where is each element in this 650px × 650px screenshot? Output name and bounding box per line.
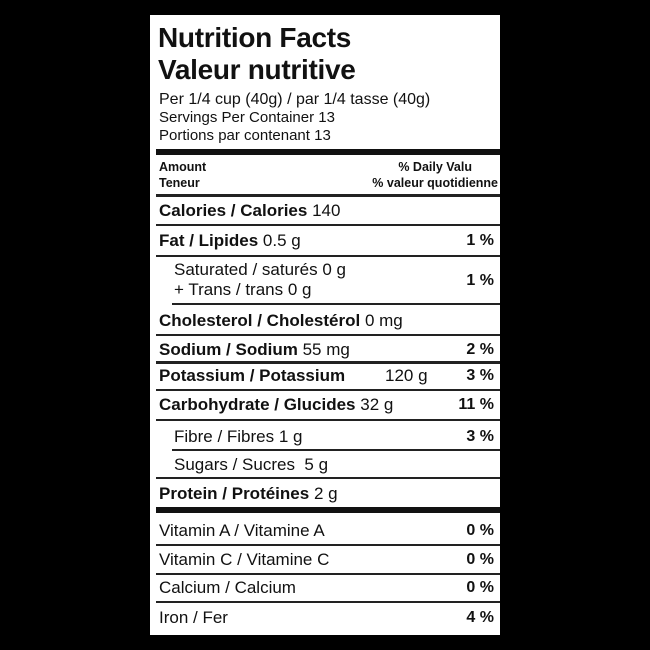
divider	[156, 507, 500, 513]
row-trans: + Trans / trans 0 g	[174, 280, 312, 299]
row-iron: Iron / Fer 4 %	[159, 608, 494, 627]
row-saturated: Saturated / saturés 0 g	[174, 260, 346, 279]
row-sodium: Sodium / Sodium 55 mg 2 %	[159, 340, 494, 359]
divider	[156, 149, 500, 155]
title-fr: Valeur nutritive	[158, 54, 356, 85]
row-cholesterol: Cholesterol / Cholestérol 0 mg	[159, 311, 403, 330]
divider	[156, 194, 500, 197]
header-teneur: Teneur	[159, 176, 200, 190]
header-dv-en: % Daily Valu	[398, 160, 472, 174]
row-fibre: Fibre / Fibres 1 g	[174, 427, 303, 446]
divider	[156, 544, 500, 546]
servings-fr: Portions par contenant 13	[159, 127, 331, 144]
row-saturated-pct: 1 %	[466, 272, 494, 289]
divider	[156, 389, 500, 391]
serving-size: Per 1/4 cup (40g) / par 1/4 tasse (40g)	[159, 91, 431, 108]
divider	[156, 224, 500, 226]
row-sugars: Sugars / Sucres 5 g	[174, 455, 329, 474]
divider	[172, 303, 500, 305]
divider	[156, 601, 500, 603]
divider	[156, 573, 500, 575]
divider	[156, 255, 500, 257]
nutrition-facts-label: Nutrition Facts Valeur nutritive Per 1/4…	[150, 15, 500, 635]
row-protein: Protein / Protéines 2 g	[159, 484, 338, 503]
row-calories: Calories / Calories 140	[159, 201, 341, 220]
divider	[156, 419, 500, 421]
row-calcium: Calcium / Calcium 0 %	[159, 578, 494, 597]
divider	[156, 334, 500, 336]
servings-en: Servings Per Container 13	[159, 109, 335, 126]
row-fibre-pct: 3 %	[466, 428, 494, 445]
header-amount: Amount	[159, 160, 207, 174]
divider	[156, 477, 500, 479]
divider	[172, 449, 500, 451]
divider	[156, 361, 500, 364]
header-dv-fr: % valeur quotidienne	[372, 176, 498, 190]
row-carbohydrate: Carbohydrate / Glucides 32 g 11 %	[159, 395, 494, 414]
title-en: Nutrition Facts	[158, 22, 352, 53]
